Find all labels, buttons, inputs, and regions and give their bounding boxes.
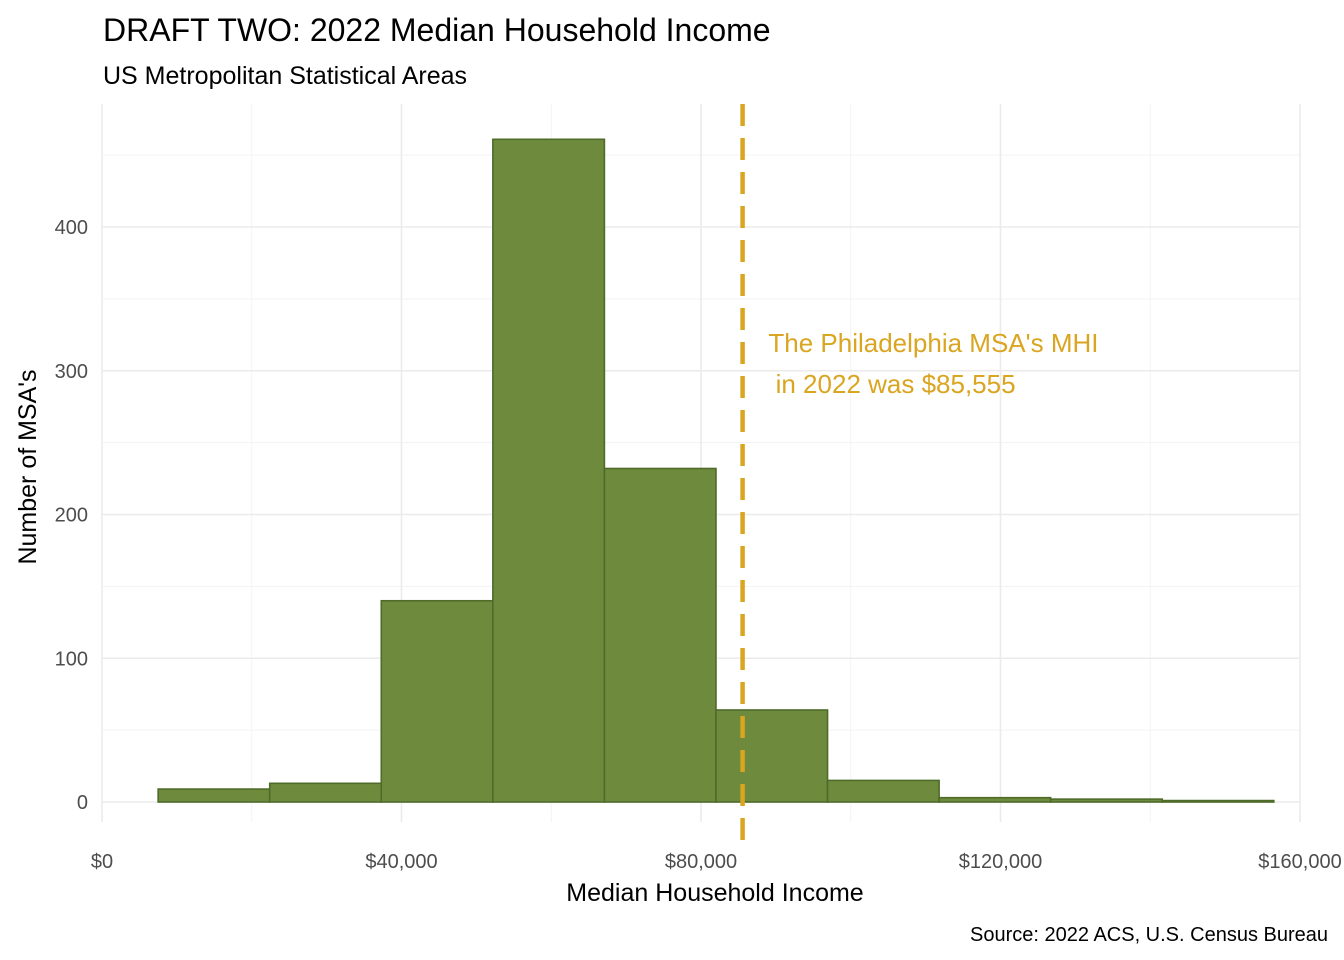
histogram-bar-1 bbox=[268, 782, 383, 803]
annotation-line-0: The Philadelphia MSA's MHI bbox=[768, 328, 1098, 358]
histogram-bars bbox=[157, 138, 1275, 803]
histogram-bar-0 bbox=[157, 788, 271, 803]
y-tick-label-2: 200 bbox=[55, 505, 88, 527]
tick-labels: $0 $40,000 $80,000 $120,000 $160,000 0 100 200 3… bbox=[55, 217, 1342, 873]
y-tick-label-1: 100 bbox=[55, 648, 88, 670]
philadelphia-annotation: The Philadelphia MSA's MHI in 2022 was $… bbox=[768, 328, 1098, 399]
histogram-bar-5 bbox=[715, 709, 829, 803]
y-axis-title: Number of MSA's bbox=[14, 369, 42, 564]
chart-subtitle: US Metropolitan Statistical Areas bbox=[103, 62, 467, 90]
histogram-bar-9 bbox=[1161, 799, 1275, 803]
y-tick-label-3: 300 bbox=[55, 361, 88, 383]
x-tick-label-1: $40,000 bbox=[365, 851, 437, 873]
histogram-bar-7 bbox=[938, 796, 1052, 803]
histogram-bar-4 bbox=[603, 467, 717, 803]
annotation-group: The Philadelphia MSA's MHI in 2022 was $… bbox=[768, 328, 1098, 399]
annotation-line-1: in 2022 was $85,555 bbox=[768, 369, 1015, 399]
histogram-bar-2 bbox=[380, 599, 494, 803]
x-tick-label-2: $80,000 bbox=[665, 851, 737, 873]
x-axis-title: Median Household Income bbox=[566, 879, 863, 907]
chart-title: DRAFT TWO: 2022 Median Household Income bbox=[103, 12, 771, 48]
histogram-bar-6 bbox=[826, 779, 940, 803]
grid-lines bbox=[101, 104, 1301, 822]
y-tick-label-4: 400 bbox=[55, 217, 88, 239]
x-tick-label-3: $120,000 bbox=[959, 851, 1042, 873]
x-tick-label-0: $0 bbox=[91, 851, 113, 873]
histogram-bar-3 bbox=[492, 138, 606, 803]
chart-caption: Source: 2022 ACS, U.S. Census Bureau bbox=[970, 924, 1328, 946]
y-tick-label-0: 0 bbox=[77, 792, 88, 814]
x-tick-label-4: $160,000 bbox=[1258, 851, 1341, 873]
histogram-bar-8 bbox=[1049, 798, 1164, 803]
